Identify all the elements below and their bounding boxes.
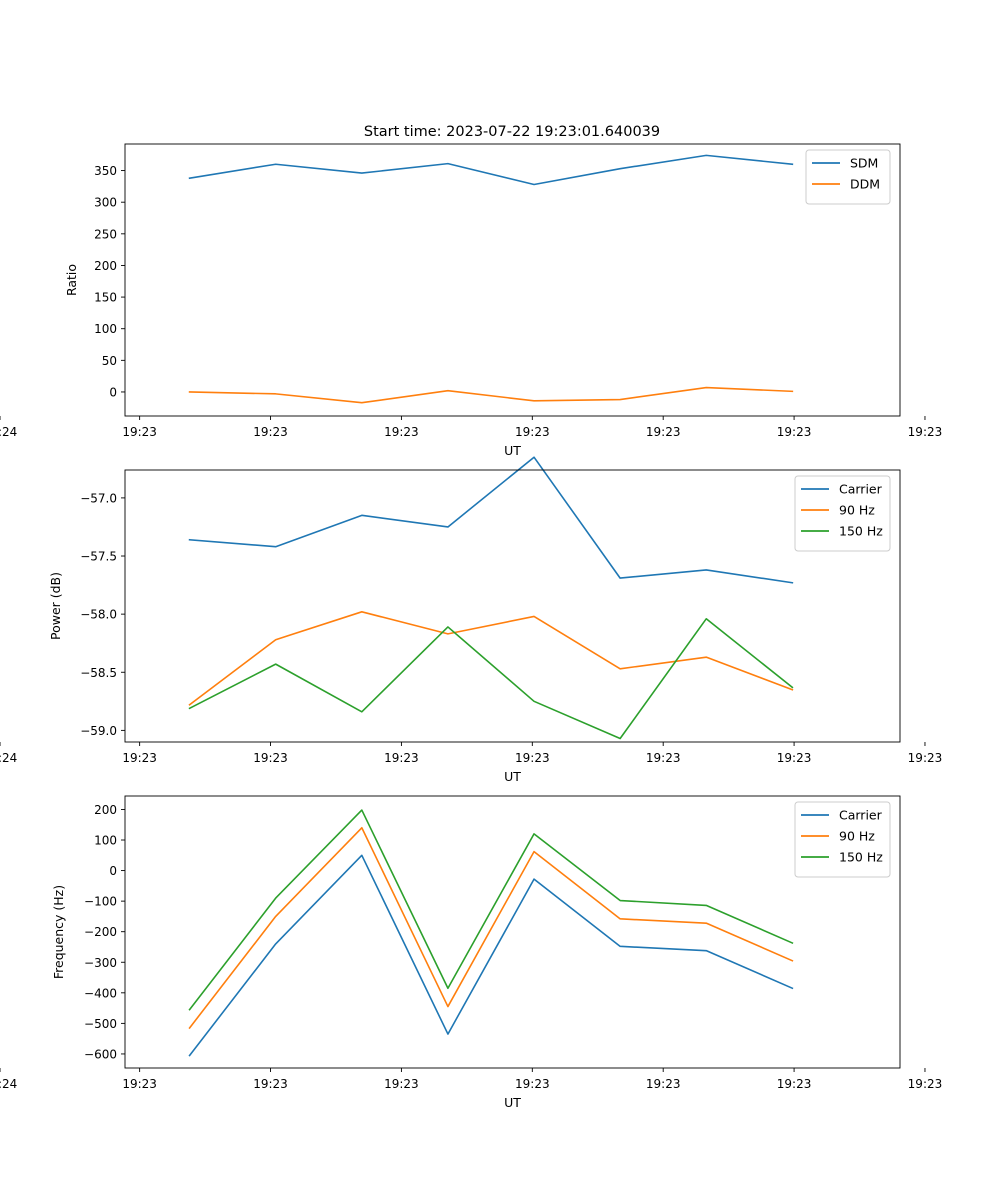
- y-axis-label: Frequency (Hz): [51, 885, 66, 979]
- series-line-carrier: [188, 854, 794, 1057]
- x-tick-label: 19:24: [0, 751, 17, 765]
- legend-label: DDM: [850, 177, 880, 192]
- legend: SDM DDM: [805, 149, 891, 205]
- x-tick-label: 19:23: [777, 751, 812, 765]
- x-tick-label: 19:23: [777, 1077, 812, 1091]
- x-axis-label: UT: [504, 443, 521, 458]
- legend-label: 150 Hz: [839, 850, 883, 865]
- legend: Carrier 90 Hz 150 Hz: [794, 475, 891, 552]
- y-tick-label: −58.5: [80, 666, 117, 680]
- x-tick-label: 19:23: [122, 1077, 157, 1091]
- y-tick-label: 250: [94, 227, 117, 241]
- series-line-ddm: [188, 386, 794, 404]
- x-tick-label: 19:24: [0, 1077, 17, 1091]
- y-tick-label: 200: [94, 803, 117, 817]
- y-tick-label: 150: [94, 291, 117, 305]
- y-tick-label: 100: [94, 322, 117, 336]
- y-axis-label: Power (dB): [48, 572, 63, 640]
- series-line-carrier: [188, 456, 794, 584]
- series-line-150-hz: [188, 617, 794, 740]
- x-tick-label: 19:23: [253, 425, 288, 439]
- series-line-90-hz: [188, 611, 794, 706]
- x-axis-label: UT: [504, 1095, 521, 1110]
- panels: 19:23 19:23 19:23 19:23 19:23 19:23 19:23 19:24…: [0, 143, 943, 1110]
- legend-label: 150 Hz: [839, 524, 883, 539]
- x-tick-label: 19:23: [908, 425, 943, 439]
- y-tick-label: 350: [94, 164, 117, 178]
- x-tick-label: 19:23: [384, 425, 419, 439]
- chart-panel-1: 19:23 19:23 19:23 19:23 19:23 19:23 19:23 19:24…: [0, 143, 943, 458]
- axes-frame: [124, 143, 901, 417]
- y-tick-label: −500: [84, 1017, 117, 1031]
- x-tick-label: 19:23: [515, 425, 550, 439]
- x-tick-label: 19:23: [908, 1077, 943, 1091]
- x-axis-label: UT: [504, 769, 521, 784]
- y-tick-label: −400: [84, 986, 117, 1000]
- chart-panel-2: 19:23 19:23 19:23 19:23 19:23 19:23 19:23 19:24…: [0, 456, 943, 784]
- y-tick-label: −600: [84, 1047, 117, 1061]
- x-tick-label: 19:23: [384, 751, 419, 765]
- y-tick-label: 0: [109, 385, 117, 399]
- y-tick-label: −58.0: [80, 608, 117, 622]
- legend-box: [794, 475, 891, 552]
- x-tick-label: 19:23: [777, 425, 812, 439]
- legend-label: 90 Hz: [839, 829, 875, 844]
- x-tick-label: 19:23: [122, 751, 157, 765]
- legend-label: 90 Hz: [839, 503, 875, 518]
- y-tick-label: −57.5: [80, 550, 117, 564]
- legend-label: Carrier: [839, 482, 883, 497]
- x-tick-label: 19:23: [122, 425, 157, 439]
- y-tick-label: 200: [94, 259, 117, 273]
- y-tick-label: −100: [84, 895, 117, 909]
- legend-label: Carrier: [839, 808, 883, 823]
- y-axis-label: Ratio: [64, 264, 79, 296]
- x-tick-label: 19:23: [384, 1077, 419, 1091]
- legend: Carrier 90 Hz 150 Hz: [794, 801, 891, 878]
- series-line-sdm: [188, 154, 794, 186]
- x-tick-label: 19:23: [646, 425, 681, 439]
- x-tick-label: 19:24: [0, 425, 17, 439]
- series-line-150-hz: [188, 809, 794, 1011]
- figure-title: Start time: 2023-07-22 19:23:01.640039: [364, 124, 660, 140]
- y-tick-label: −59.0: [80, 724, 117, 738]
- x-tick-label: 19:23: [253, 1077, 288, 1091]
- y-tick-label: 0: [109, 864, 117, 878]
- x-tick-label: 19:23: [515, 751, 550, 765]
- legend-box: [794, 801, 891, 878]
- x-tick-label: 19:23: [515, 1077, 550, 1091]
- series-line-90-hz: [188, 826, 794, 1030]
- x-tick-label: 19:23: [646, 751, 681, 765]
- chart-panel-3: 19:23 19:23 19:23 19:23 19:23 19:23 19:23 19:24…: [0, 795, 943, 1110]
- y-tick-label: 100: [94, 834, 117, 848]
- axes-frame: [124, 469, 901, 743]
- y-tick-label: 50: [102, 354, 117, 368]
- y-tick-label: −57.0: [80, 491, 117, 505]
- x-tick-label: 19:23: [253, 751, 288, 765]
- y-tick-label: 300: [94, 196, 117, 210]
- y-tick-label: −300: [84, 956, 117, 970]
- legend-label: SDM: [850, 156, 878, 171]
- x-tick-label: 19:23: [646, 1077, 681, 1091]
- x-tick-label: 19:23: [908, 751, 943, 765]
- y-tick-label: −200: [84, 925, 117, 939]
